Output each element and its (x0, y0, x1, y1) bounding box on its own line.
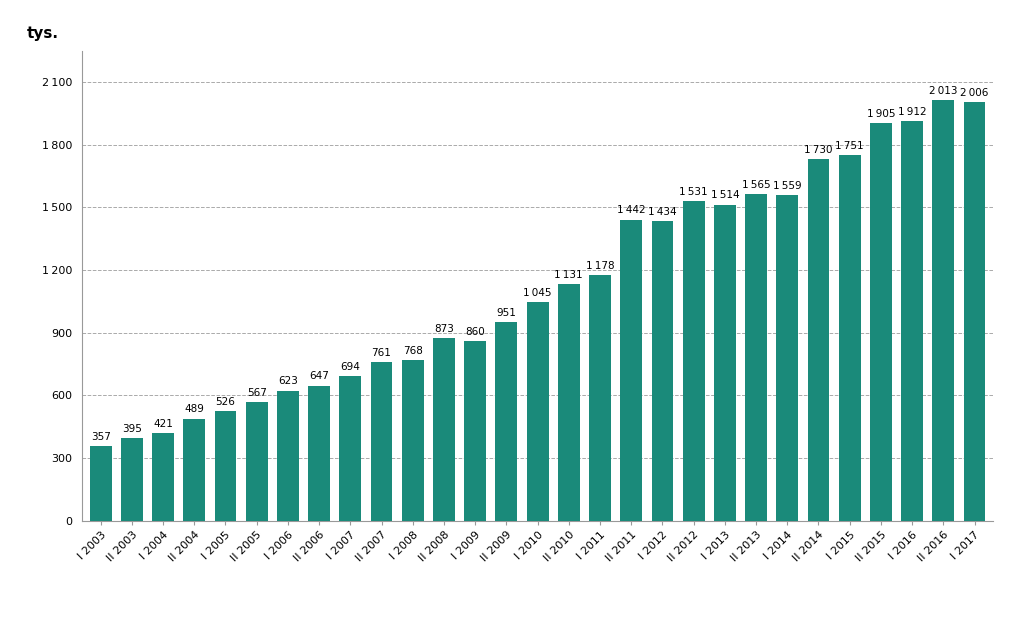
Text: 1 045: 1 045 (523, 288, 552, 298)
Text: 1 131: 1 131 (555, 271, 583, 280)
Text: 1 178: 1 178 (586, 260, 614, 271)
Text: 623: 623 (278, 377, 298, 387)
Text: 951: 951 (497, 308, 516, 318)
Bar (558, 284, 580, 521)
Text: 1 531: 1 531 (679, 187, 708, 197)
Text: 2 013: 2 013 (929, 86, 957, 96)
Bar (246, 403, 267, 521)
Bar (839, 155, 860, 521)
Text: 395: 395 (122, 424, 141, 434)
Text: 1 442: 1 442 (616, 205, 645, 215)
Text: 1 559: 1 559 (773, 181, 802, 191)
Bar (401, 360, 424, 521)
Bar (496, 322, 517, 521)
Bar (683, 201, 705, 521)
Text: 761: 761 (372, 347, 391, 358)
Bar (651, 221, 674, 521)
Bar (371, 362, 392, 521)
Bar (526, 302, 549, 521)
Bar (714, 204, 736, 521)
Bar (745, 194, 767, 521)
Bar (183, 418, 205, 521)
Bar (433, 338, 455, 521)
Text: 489: 489 (184, 404, 204, 415)
Bar (276, 391, 299, 521)
Text: 567: 567 (247, 388, 266, 398)
Text: 647: 647 (309, 371, 329, 382)
Text: 768: 768 (402, 346, 423, 356)
Text: 694: 694 (340, 361, 360, 371)
Bar (215, 411, 237, 521)
Text: 1 730: 1 730 (804, 145, 833, 155)
Text: 1 751: 1 751 (836, 141, 864, 151)
Text: 873: 873 (434, 324, 454, 334)
Bar (870, 123, 892, 521)
Text: 2 006: 2 006 (961, 88, 989, 98)
Text: 421: 421 (154, 418, 173, 429)
Bar (90, 446, 112, 521)
Text: tys.: tys. (28, 27, 59, 41)
Text: 860: 860 (465, 327, 485, 337)
Bar (464, 341, 486, 521)
Text: 1 514: 1 514 (711, 190, 739, 200)
Bar (308, 385, 330, 521)
Text: 1 905: 1 905 (866, 109, 895, 119)
Bar (901, 121, 923, 521)
Text: 357: 357 (91, 432, 111, 442)
Bar (339, 376, 361, 521)
Bar (933, 100, 954, 521)
Text: 1 565: 1 565 (741, 180, 770, 190)
Bar (964, 102, 985, 521)
Text: 526: 526 (216, 397, 236, 406)
Bar (808, 159, 829, 521)
Bar (153, 433, 174, 521)
Bar (776, 195, 799, 521)
Bar (621, 220, 642, 521)
Bar (121, 438, 142, 521)
Text: 1 912: 1 912 (898, 107, 927, 117)
Text: 1 434: 1 434 (648, 207, 677, 217)
Bar (589, 275, 611, 521)
